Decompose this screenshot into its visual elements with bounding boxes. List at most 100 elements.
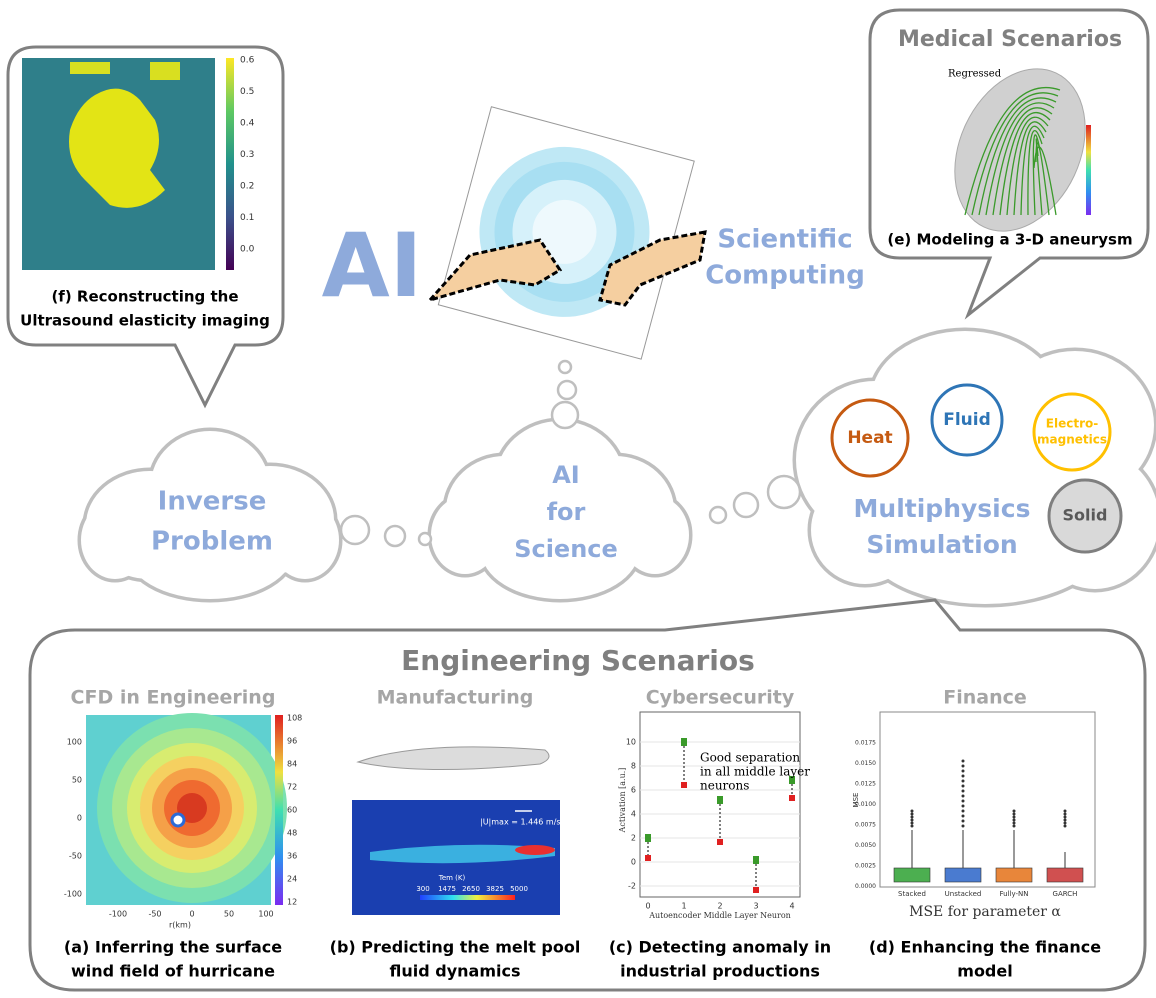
anomaly-points (645, 855, 651, 861)
hand-left (425, 238, 563, 303)
normal-points (645, 834, 651, 842)
outlier (1012, 824, 1016, 828)
x-tick-label: 0 (189, 910, 194, 919)
x-tick-label: Unstacked (945, 890, 982, 898)
normal-points (681, 738, 687, 746)
annotation: neurons (700, 779, 749, 793)
cloud-fill (621, 496, 689, 574)
anomaly-points (789, 795, 795, 801)
physics-circle (930, 383, 1004, 457)
physics-label: Solid (1063, 506, 1108, 525)
physics-label: Electro- (1046, 417, 1098, 431)
outlier (961, 779, 965, 783)
streamline (1027, 130, 1043, 216)
thought-dot (339, 514, 371, 546)
streamline (1006, 116, 1049, 216)
y-tick-label: 0.0150 (855, 760, 876, 767)
x-tick-label: 1 (681, 902, 686, 911)
outlier (961, 824, 965, 828)
physics-label: Fluid (943, 410, 991, 430)
x-tick-label: 100 (258, 910, 273, 919)
caption: (c) Detecting anomaly in (609, 938, 831, 957)
y-tick-label: 0.0050 (855, 842, 876, 849)
colorbar-tick: 0.2 (240, 182, 254, 192)
colorbar-tick: 48 (287, 829, 297, 838)
wing (356, 746, 550, 771)
physics-circle (1032, 392, 1112, 472)
melt-hot (515, 845, 555, 855)
caption: wind field of hurricane (71, 962, 275, 981)
outlier (961, 814, 965, 818)
outlier (1063, 821, 1067, 825)
streamline (1020, 125, 1045, 216)
colorbar (1086, 125, 1091, 215)
axis-label: MSE (852, 793, 860, 808)
outlier (961, 784, 965, 788)
axis-label: Autoencoder Middle Layer Neuron (648, 911, 791, 920)
outlier (961, 799, 965, 803)
colorbar-tick: 60 (287, 806, 297, 815)
outlier (961, 819, 965, 823)
colorbar-tick: 72 (287, 783, 297, 792)
cloud-label: Science (514, 535, 618, 563)
outlier (961, 794, 965, 798)
box (944, 867, 982, 883)
y-tick-label: 2 (631, 834, 636, 843)
cloud-label: Simulation (866, 530, 1017, 559)
colorbar-tick: 12 (287, 898, 297, 907)
colorbar-tick: 24 (287, 875, 297, 884)
caption: industrial productions (620, 962, 820, 981)
cloud-fill (856, 456, 1114, 604)
normal-points (717, 796, 723, 804)
physics-circle (830, 398, 910, 478)
y-tick-label: 0 (77, 814, 82, 823)
colorbar-tick: 0.4 (240, 119, 255, 129)
y-tick-label: 8 (631, 762, 636, 771)
caption: model (957, 962, 1012, 981)
section-title: Engineering Scenarios (401, 644, 755, 677)
eye (170, 812, 186, 828)
cloud-label: for (547, 498, 586, 526)
thought-dot (556, 379, 578, 401)
outlier (1012, 812, 1016, 816)
y-tick-label: 0.0125 (855, 781, 876, 788)
cloud-label: Inverse (158, 487, 267, 517)
panel-title: Finance (943, 687, 1027, 709)
streamline (1032, 134, 1041, 216)
y-tick-label: 0.0075 (855, 822, 876, 829)
streamline (1013, 121, 1047, 216)
streamline (964, 87, 1061, 216)
colorbar (420, 895, 515, 900)
x-tick-label: 50 (224, 910, 234, 919)
outlier (961, 769, 965, 773)
caption: (d) Enhancing the finance (869, 938, 1101, 957)
cloud-label: AI (552, 461, 580, 489)
y-tick-label: 10 (626, 738, 636, 747)
y-tick-label: -100 (64, 890, 82, 899)
streamline (971, 92, 1059, 216)
cloud-fill (81, 501, 149, 579)
x-tick-label: -100 (109, 910, 127, 919)
colorbar-tick: 5000 (510, 885, 528, 893)
anomaly-points (753, 887, 759, 893)
colorbar-tick: 1475 (438, 885, 456, 893)
cloud-fill (811, 476, 919, 584)
box (995, 867, 1033, 883)
caption: (f) Reconstructing the (51, 288, 238, 306)
outlier (910, 821, 914, 825)
x-tick-label: 3 (753, 902, 758, 911)
thought-dot (708, 505, 728, 525)
outlier (910, 818, 914, 822)
y-tick-label: 6 (631, 786, 636, 795)
anomaly-points (717, 839, 723, 845)
colorbar-title: Tem (K) (438, 874, 466, 882)
physics-label: magnetics (1037, 433, 1107, 447)
caption: Ultrasound elasticity imaging (20, 312, 270, 330)
axis-label: r(km) (169, 921, 191, 930)
bubble-title: Medical Scenarios (898, 27, 1122, 52)
x-tick-label: 4 (789, 902, 794, 911)
halo (532, 199, 597, 264)
elasticity-top (70, 62, 180, 80)
caption: (b) Predicting the melt pool (330, 938, 581, 957)
cloud-label: Problem (151, 527, 273, 557)
